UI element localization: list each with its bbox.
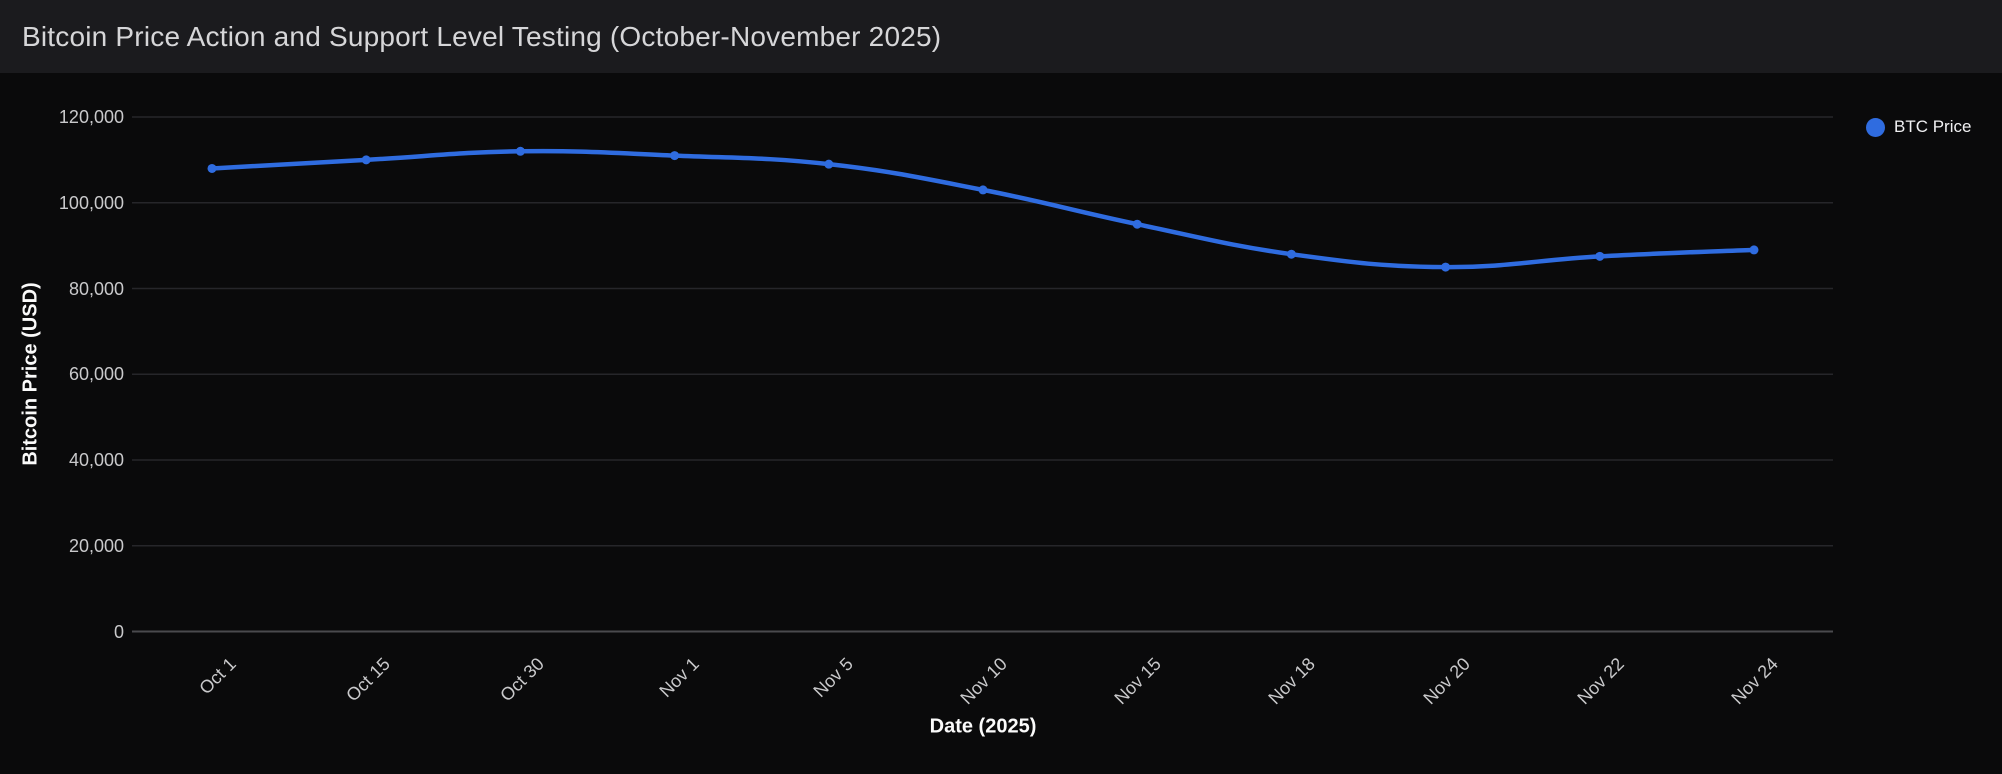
y-tick-label: 20,000 — [68, 535, 124, 556]
title-bar: Bitcoin Price Action and Support Level T… — [0, 0, 2002, 73]
btc-price-line — [209, 148, 1757, 270]
data-point-nov-10[interactable] — [978, 185, 988, 195]
data-point-nov-18[interactable] — [1286, 249, 1296, 259]
y-tick-label: 40,000 — [68, 450, 124, 470]
data-point-oct-30[interactable] — [515, 146, 525, 156]
data-point-nov-22[interactable] — [1595, 251, 1605, 261]
y-tick-label: 100,000 — [58, 192, 124, 213]
page-title: Bitcoin Price Action and Support Level T… — [22, 20, 942, 52]
legend-color-dot-icon — [1866, 117, 1885, 137]
x-axis-title: Date (2025) — [929, 715, 1037, 738]
y-tick-label: 60,000 — [68, 364, 124, 385]
data-point-oct-15[interactable] — [361, 155, 371, 165]
data-point-nov-1[interactable] — [670, 151, 680, 161]
data-point-nov-24[interactable] — [1749, 245, 1759, 255]
y-tick-label: 0 — [113, 621, 124, 642]
data-point-nov-5[interactable] — [824, 159, 834, 169]
y-tick-label: 80,000 — [68, 278, 124, 299]
data-point-nov-15[interactable] — [1132, 219, 1142, 229]
data-point-oct-1[interactable] — [207, 163, 217, 173]
data-point-nov-20[interactable] — [1441, 262, 1451, 272]
legend-item-btc-price[interactable]: BTC Price — [1866, 117, 1971, 137]
y-tick-label: 120,000 — [58, 107, 124, 127]
legend-label: BTC Price — [1894, 117, 1972, 136]
